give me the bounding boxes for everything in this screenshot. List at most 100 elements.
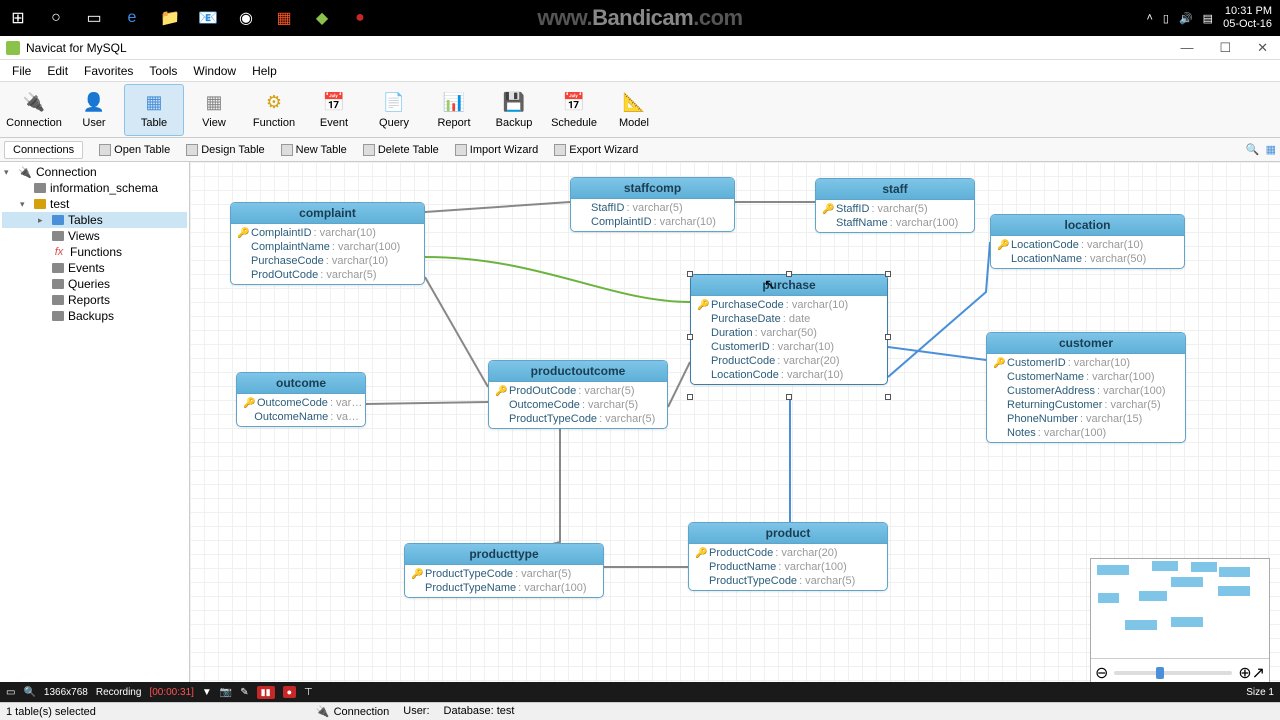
edge-icon[interactable]: e [122,8,142,28]
tree-item-test[interactable]: ▾test [2,196,187,212]
rec-stop-button[interactable]: ▮▮ [257,686,275,699]
selection-handle[interactable] [687,334,693,340]
zoom-out-button[interactable]: ⊖ [1095,663,1108,683]
menu-tools[interactable]: Tools [143,62,183,80]
tray-volume-icon[interactable]: 🔊 [1179,12,1193,25]
table-purchase[interactable]: purchase🔑PurchaseCode : varchar(10)Purch… [690,274,888,385]
selection-handle[interactable] [885,334,891,340]
tree-item-information_schema[interactable]: information_schema [2,180,187,196]
table-location[interactable]: location🔑LocationCode : varchar(10)Locat… [990,214,1185,269]
table-complaint[interactable]: complaint 🔑ComplaintID : varchar(10)Compl… [230,202,425,285]
navicat-icon[interactable]: ◆ [312,8,332,28]
table-product[interactable]: product🔑ProductCode : varchar(20)Product… [688,522,888,591]
field-Notes: Notes : varchar(100) [987,426,1185,440]
toolbar-backup-button[interactable]: 💾Backup [484,84,544,136]
window-title: Navicat for MySQL [26,41,127,55]
explorer-icon[interactable]: 📁 [160,8,180,28]
field-LocationCode: 🔑LocationCode : varchar(10) [991,238,1184,252]
selection-handle[interactable] [687,271,693,277]
toolbar-model-button[interactable]: 📐Model [604,84,664,136]
tree-item-views[interactable]: Views [2,228,187,244]
app-icon[interactable]: 📧 [198,8,218,28]
tray-notes-icon[interactable]: ▤ [1203,12,1213,25]
windows-taskbar: ⊞ ○ ▭ e 📁 📧 ◉ ▦ ◆ ● www.Bandicam.com ˄ ▯… [0,0,1280,36]
selection-handle[interactable] [786,271,792,277]
toolbar-report-button[interactable]: 📊Report [424,84,484,136]
delete-table-button[interactable]: Delete Table [357,144,445,156]
rec-view-icon[interactable]: ▭ [6,687,15,698]
maximize-button[interactable]: ☐ [1213,40,1237,56]
field-ProductTypeCode: ProductTypeCode : varchar(5) [689,574,887,588]
menu-window[interactable]: Window [187,62,242,80]
record-icon[interactable]: ● [350,8,370,28]
cortana-icon[interactable]: ○ [46,8,66,28]
taskview-icon[interactable]: ▭ [84,8,104,28]
tree-item-tables[interactable]: ▸Tables [2,212,187,228]
toolbar-user-button[interactable]: 👤User [64,84,124,136]
tree-item-functions[interactable]: fxFunctions [2,244,187,260]
selection-handle[interactable] [885,394,891,400]
toolbar-table-button[interactable]: ▦Table [124,84,184,136]
selection-handle[interactable] [885,271,891,277]
toolbar-event-button[interactable]: 📅Event [304,84,364,136]
table-header: productoutcome [489,361,667,382]
chrome-icon[interactable]: ◉ [236,8,256,28]
tray-battery-icon[interactable]: ▯ [1163,12,1169,25]
open-table-button[interactable]: Open Table [93,144,176,156]
tray-up-icon[interactable]: ˄ [1146,12,1152,24]
search-icon[interactable]: 🔍 [1246,143,1260,156]
toolbar-query-button[interactable]: 📄Query [364,84,424,136]
tree-item-backups[interactable]: Backups [2,308,187,324]
import-wizard-button[interactable]: Import Wizard [449,144,544,156]
table-staff[interactable]: staff🔑StaffID : varchar(5)StaffName : va… [815,178,975,233]
rec-marker-icon[interactable]: ⊤ [304,687,313,698]
minimize-button[interactable]: — [1174,40,1199,56]
table-header: complaint [231,203,424,224]
start-icon[interactable]: ⊞ [8,8,28,28]
table-productoutcome[interactable]: productoutcome🔑ProdOutCode : varchar(5)O… [488,360,668,429]
tray-clock[interactable]: 10:31 PM 05-Oct-16 [1223,5,1272,31]
zoom-slider[interactable] [1114,671,1232,675]
rec-dropdown-icon[interactable]: ▼ [202,687,212,698]
table-producttype[interactable]: producttype🔑ProductTypeCode : varchar(5)… [404,543,604,598]
toolbar-view-button[interactable]: ▦View [184,84,244,136]
close-button[interactable]: ✕ [1251,40,1274,56]
recording-bar: ▭ 🔍 1366x768 Recording [00:00:31] ▼ 📷 ✎ … [0,682,1280,702]
table-customer[interactable]: customer🔑CustomerID : varchar(10)Custome… [986,332,1186,443]
diagram-canvas[interactable]: complaint 🔑ComplaintID : varchar(10)Compl… [190,162,1280,718]
menu-help[interactable]: Help [246,62,283,80]
table-header: outcome [237,373,365,394]
table-staffcomp[interactable]: staffcompStaffID : varchar(5)ComplaintID… [570,177,735,232]
field-ProductTypeName: ProductTypeName : varchar(100) [405,581,603,595]
zoom-in-button[interactable]: ⊕ [1238,663,1251,683]
rec-record-button[interactable]: ● [283,686,296,698]
menu-file[interactable]: File [6,62,37,80]
table-header: purchase [691,275,887,296]
tree-item-queries[interactable]: Queries [2,276,187,292]
toolbar-function-button[interactable]: ⚙Function [244,84,304,136]
new-table-button[interactable]: New Table [275,144,353,156]
tree-item-events[interactable]: Events [2,260,187,276]
toolbar-schedule-button[interactable]: 📅Schedule [544,84,604,136]
selection-handle[interactable] [687,394,693,400]
zoom-fit-button[interactable]: ↗ [1252,663,1265,683]
ms-icon[interactable]: ▦ [274,8,294,28]
tree-item-reports[interactable]: Reports [2,292,187,308]
table-outcome[interactable]: outcome🔑OutcomeCode : var…OutcomeName : … [236,372,366,427]
rec-zoom-icon[interactable]: 🔍 [23,687,35,698]
field-ComplaintID: 🔑ComplaintID : varchar(10) [231,226,424,240]
field-OutcomeCode: OutcomeCode : varchar(5) [489,398,667,412]
minimap[interactable]: ⊖ ⊕ ↗ [1090,558,1270,688]
field-ProductTypeCode: ProductTypeCode : varchar(5) [489,412,667,426]
export-wizard-button[interactable]: Export Wizard [548,144,644,156]
menu-edit[interactable]: Edit [41,62,74,80]
selection-handle[interactable] [786,394,792,400]
menu-favorites[interactable]: Favorites [78,62,139,80]
view-toggle-icon[interactable]: ▦ [1266,143,1276,156]
tree-root[interactable]: ▾🔌Connection [2,164,187,180]
rec-pen-icon[interactable]: ✎ [240,687,248,698]
field-ComplaintName: ComplaintName : varchar(100) [231,240,424,254]
design-table-button[interactable]: Design Table [180,144,270,156]
toolbar-connection-button[interactable]: 🔌Connection [4,84,64,136]
rec-camera-icon[interactable]: 📷 [220,687,232,698]
